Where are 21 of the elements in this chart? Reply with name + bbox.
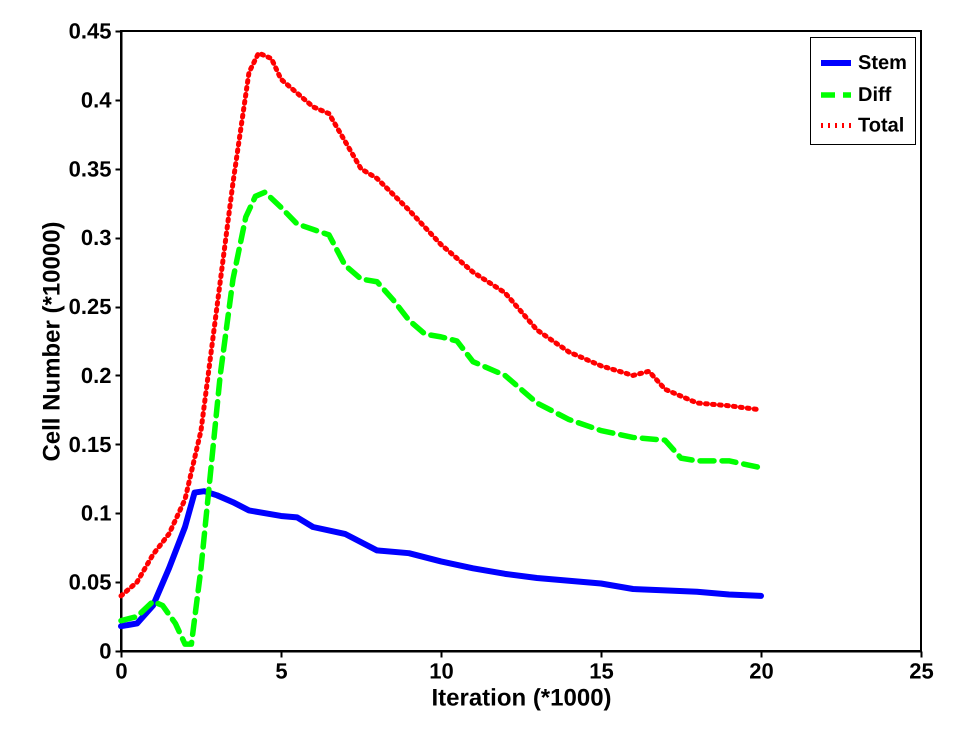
x-tick-label: 10 [429, 658, 454, 684]
legend-label: Total [858, 114, 904, 136]
x-tick-label: 5 [275, 658, 288, 684]
legend-label: Stem [858, 52, 907, 74]
y-tick-label: 0.25 [68, 294, 112, 320]
y-tick-label: 0.45 [68, 18, 112, 44]
y-tick-label: 0 [99, 638, 112, 664]
y-tick-label: 0.4 [80, 87, 112, 112]
x-tick-label: 20 [749, 658, 774, 684]
y-tick-label: 0.2 [80, 362, 112, 388]
y-tick-label: 0.3 [80, 225, 112, 250]
y-tick-label: 0.05 [68, 570, 112, 595]
x-tick-label: 15 [589, 658, 614, 684]
y-axis-title: Cell Number (*10000) [38, 221, 66, 462]
y-tick-label: 0.1 [80, 500, 112, 526]
y-tick-label: 0.15 [68, 432, 112, 457]
x-tick-label: 0 [115, 658, 128, 684]
legend-label: Diff [858, 84, 892, 106]
x-axis-title: Iteration (*1000) [431, 684, 612, 712]
y-tick-label: 0.35 [68, 156, 112, 182]
x-tick-label: 25 [909, 658, 934, 684]
